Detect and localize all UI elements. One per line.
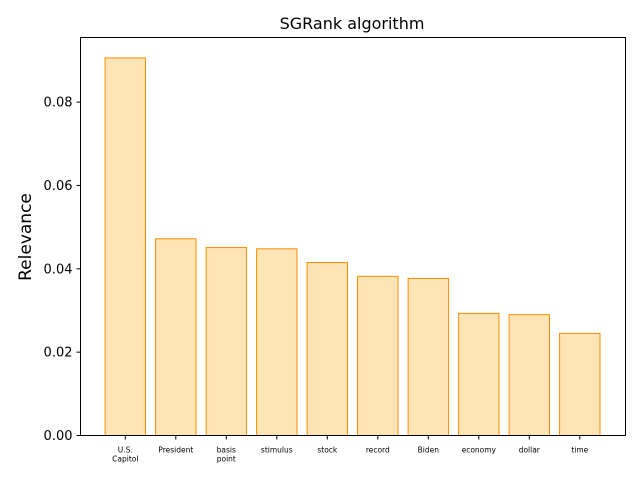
bar	[407, 277, 450, 436]
ticks-layer: U.S. Capitol President basis point stimulus st…	[44, 96, 589, 464]
bar	[559, 332, 601, 436]
bar	[205, 247, 248, 436]
y-tick-label: 0.04	[44, 262, 73, 277]
y-axis-label: Relevance	[16, 193, 36, 281]
bars-layer	[104, 57, 601, 437]
x-tick-label: economy	[462, 446, 497, 455]
x-tick-label: time	[571, 446, 588, 455]
bar	[508, 314, 551, 437]
y-tick-label: 0.08	[44, 96, 73, 111]
bar	[155, 238, 197, 436]
bar	[357, 275, 399, 436]
x-tick-label: stimulus	[261, 446, 293, 455]
bar	[104, 57, 146, 436]
x-tick-label: dollar	[519, 446, 541, 455]
chart-title: SGRank algorithm	[280, 14, 425, 33]
x-tick-label: U.S. Capitol	[112, 446, 138, 464]
y-tick-label: 0.02	[44, 346, 73, 361]
bar	[306, 262, 349, 436]
x-tick-label: President	[158, 446, 193, 455]
x-tick-label: basis point	[217, 446, 236, 464]
x-tick-label: record	[366, 446, 390, 455]
y-tick-label: 0.00	[44, 429, 73, 444]
bar	[256, 248, 298, 436]
y-tick-label: 0.06	[44, 179, 73, 194]
x-tick-label: stock	[317, 446, 338, 455]
x-tick-label: Biden	[418, 446, 440, 455]
axes-frame	[80, 37, 626, 436]
bar	[458, 312, 500, 437]
